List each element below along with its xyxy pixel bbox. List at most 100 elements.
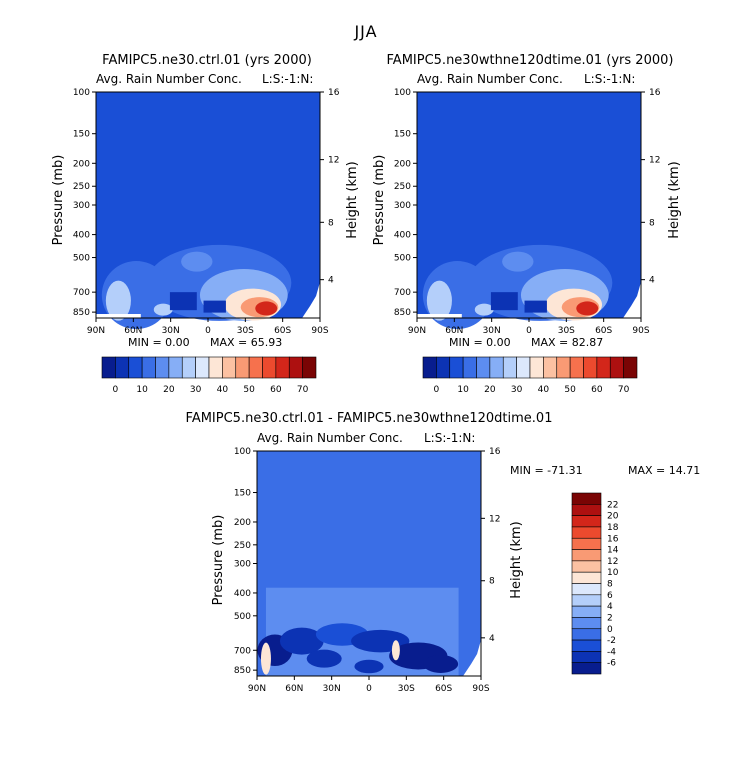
x-tick-label: 30N: [323, 684, 341, 694]
x-tick-label: 60N: [285, 684, 303, 694]
colorbar-swatch: [571, 662, 602, 675]
y-axis-right-label: Height (km): [509, 521, 524, 598]
colorbar-swatch: [623, 356, 638, 379]
colorbar-label: 40: [217, 385, 229, 395]
colorbar-swatch: [571, 571, 602, 584]
x-tick-label: 90N: [408, 326, 426, 336]
colorbar-label: 70: [618, 385, 630, 395]
y-tick-label: 300: [73, 201, 90, 211]
panel-difference: FAMIPC5.ne30.ctrl.01 - FAMIPC5.ne30wthne…: [186, 411, 701, 694]
y-tick-label: 300: [234, 560, 251, 570]
y-right-tick-label: 16: [649, 88, 661, 98]
colorbar-label: 60: [591, 385, 603, 395]
x-tick-label: 0: [205, 326, 211, 336]
colorbar-swatch: [543, 356, 558, 379]
colorbar-swatch: [571, 515, 602, 528]
y-right-tick-label: 8: [328, 218, 334, 228]
x-tick-label: 90N: [87, 326, 105, 336]
x-tick-label: 60S: [435, 684, 452, 694]
panel-right-label: L:S:-1:N:: [424, 431, 475, 445]
colorbar-swatch: [571, 651, 602, 663]
colorbar-swatch: [571, 639, 602, 652]
colorbar-swatch: [302, 356, 317, 379]
topography-mask: [623, 282, 641, 318]
colorbar-label: 10: [136, 385, 148, 395]
panel-right-label: L:S:-1:N:: [262, 72, 313, 86]
y-right-tick-label: 8: [489, 577, 495, 587]
colorbar-label: 0: [113, 385, 119, 395]
colorbar-label: 4: [607, 602, 613, 612]
y-tick-label: 700: [73, 288, 90, 298]
colorbar-swatch: [101, 356, 116, 379]
colorbar-label: 50: [243, 385, 255, 395]
colorbar-label: 20: [163, 385, 175, 395]
colorbar-swatch: [262, 356, 277, 379]
contour-plot: 100 150 200 250 300 400 500 700 850 16 12 8 4 90N 60N 3…: [394, 88, 661, 336]
colorbar-label: -6: [607, 659, 616, 669]
y-right-tick-label: 12: [328, 156, 339, 166]
colorbar-swatch: [115, 356, 130, 379]
y-axis-label: Pressure (mb): [51, 155, 66, 246]
contour-region: [203, 300, 226, 313]
x-tick-label: 30N: [483, 326, 501, 336]
x-tick-label: 60S: [274, 326, 291, 336]
colorbar-label: 14: [607, 546, 619, 556]
colorbar-swatch: [141, 356, 156, 379]
y-tick-label: 300: [394, 201, 411, 211]
colorbar-label: 12: [607, 557, 618, 567]
y-tick-label: 500: [394, 254, 411, 264]
y-tick-label: 250: [73, 182, 90, 192]
colorbar-label: -2: [607, 636, 616, 646]
contour-plot: 100 150 200 250 300 400 500 700 850 16 12 8 4 90N 60N 3…: [234, 447, 501, 694]
colorbar-label: 16: [607, 534, 619, 544]
contour-region: [255, 301, 278, 316]
colorbar-swatch: [596, 356, 611, 379]
panel-title: FAMIPC5.ne30.ctrl.01 - FAMIPC5.ne30wthne…: [186, 411, 553, 426]
topography-mask: [417, 314, 462, 318]
colorbar-swatch: [571, 492, 602, 505]
colorbar-label: 8: [607, 580, 613, 590]
colorbar-swatch: [556, 356, 571, 379]
y-tick-label: 700: [394, 288, 411, 298]
colorbar-swatch: [571, 560, 602, 573]
colorbar-swatch: [571, 504, 602, 516]
x-tick-label: 60N: [124, 326, 142, 336]
x-tick-label: 30S: [558, 326, 575, 336]
colorbar-label: 30: [190, 385, 202, 395]
colorbar: 0 10 20 30 40 50 60 70: [422, 356, 638, 395]
colorbar-swatch: [583, 356, 598, 379]
topography-mask: [96, 314, 141, 318]
colorbar-label: 50: [564, 385, 576, 395]
y-right-tick-label: 4: [328, 276, 334, 286]
max-value: MAX = 14.71: [628, 464, 700, 477]
contour-region: [426, 280, 452, 321]
y-tick-label: 200: [73, 159, 90, 169]
x-tick-label: 0: [366, 684, 372, 694]
contour-region: [354, 659, 384, 674]
x-tick-label: 90S: [472, 684, 489, 694]
colorbar-label: 40: [538, 385, 550, 395]
colorbar-swatch: [571, 628, 602, 641]
colorbar-swatch: [155, 356, 170, 379]
colorbar-label: 22: [607, 500, 618, 510]
colorbar-label: 60: [270, 385, 282, 395]
colorbar-swatch: [168, 356, 183, 379]
colorbar-label: 0: [607, 625, 613, 635]
colorbar-swatch: [571, 526, 602, 539]
y-right-tick-label: 4: [649, 276, 655, 286]
x-tick-label: 60N: [445, 326, 463, 336]
x-tick-label: 30N: [162, 326, 180, 336]
colorbar-label: 6: [607, 591, 613, 601]
colorbar-swatch: [571, 605, 602, 618]
colorbar-label: -4: [607, 647, 616, 657]
y-tick-label: 850: [73, 308, 90, 318]
contour-plot: 100 150 200 250 300 400 500 700 850 16 12 8 4 90N 60N 3…: [73, 88, 340, 336]
colorbar-swatch: [248, 356, 263, 379]
min-value: MIN = -71.31: [510, 464, 583, 477]
y-tick-label: 200: [394, 159, 411, 169]
y-tick-label: 100: [234, 447, 251, 457]
y-tick-label: 400: [394, 231, 411, 241]
contour-region: [423, 654, 459, 673]
y-tick-label: 150: [394, 130, 411, 140]
